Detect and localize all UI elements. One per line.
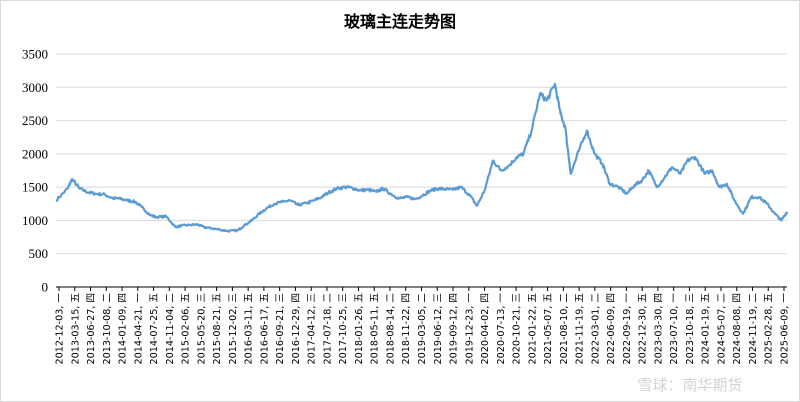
watermark-text: 雪球：南华期货 bbox=[637, 376, 742, 394]
y-tick-label: 1000 bbox=[22, 213, 48, 228]
y-axis-ticks: 0 500 1000 1500 2000 2500 3000 3500 bbox=[22, 47, 48, 295]
x-tick-label: 2019-06-12, 三 bbox=[433, 293, 444, 364]
x-tick-label: 2022-09-19, 一 bbox=[622, 293, 633, 365]
x-tick-label: 2015-05-20, 三 bbox=[196, 293, 207, 364]
x-tick-label: 2024-05-07, 二 bbox=[716, 293, 727, 365]
y-tick-label: 2500 bbox=[22, 113, 48, 128]
y-tick-label: 2000 bbox=[22, 146, 48, 161]
x-tick-label: 2021-05-07, 五 bbox=[543, 293, 554, 365]
x-tick-label: 2017-04-12, 三 bbox=[307, 293, 318, 364]
x-tick-label: 2024-08-08, 四 bbox=[732, 293, 743, 364]
series-layer bbox=[55, 82, 789, 233]
x-tick-label: 2016-12-29, 四 bbox=[291, 293, 302, 364]
x-tick-label: 2013-03-15, 五 bbox=[70, 293, 81, 365]
x-tick-label: 2018-08-14, 二 bbox=[385, 293, 396, 365]
x-tick-label: 2021-01-22, 五 bbox=[527, 293, 538, 365]
x-tick-label: 2023-10-18, 三 bbox=[685, 293, 696, 364]
x-tick-label: 2021-08-10, 二 bbox=[559, 293, 570, 365]
x-tick-label: 2023-03-30, 四 bbox=[653, 293, 664, 364]
x-tick-label: 2013-10-08, 二 bbox=[102, 293, 113, 365]
y-tick-label: 1500 bbox=[22, 180, 48, 195]
x-tick-label: 2016-03-11, 五 bbox=[244, 293, 255, 365]
x-tick-label: 2015-02-06, 五 bbox=[181, 293, 192, 365]
x-tick-label: 2025-02-28, 五 bbox=[764, 293, 775, 365]
x-tick-label: 2023-07-10, 一 bbox=[669, 293, 680, 365]
x-tick-label: 2025-06-09, 一 bbox=[780, 293, 791, 365]
x-tick-label: 2014-07-25, 五 bbox=[149, 293, 160, 365]
x-tick-label: 2014-01-09, 四 bbox=[118, 293, 129, 364]
x-tick-label: 2015-08-21, 五 bbox=[212, 293, 223, 365]
x-tick-label: 2018-11-22, 四 bbox=[401, 293, 412, 364]
y-tick-label: 500 bbox=[29, 246, 49, 261]
x-tick-label: 2013-06-27, 四 bbox=[86, 293, 97, 364]
x-tick-label: 2024-01-19, 五 bbox=[701, 293, 712, 365]
x-tick-label: 2022-03-01, 二 bbox=[590, 293, 601, 365]
x-tick-label: 2016-09-21, 三 bbox=[275, 293, 286, 364]
x-tick-label: 2022-12-30, 五 bbox=[638, 293, 649, 365]
x-tick-label: 2014-11-04, 二 bbox=[165, 293, 176, 365]
y-tick-label: 3500 bbox=[22, 47, 48, 62]
x-tick-label: 2015-12-02, 三 bbox=[228, 293, 239, 364]
x-tick-label: 2019-09-12, 四 bbox=[449, 293, 460, 364]
x-tick-label: 2017-10-25, 三 bbox=[338, 293, 349, 364]
x-tick-label: 2022-06-09, 四 bbox=[606, 293, 617, 364]
x-tick-label: 2019-12-23, 一 bbox=[464, 293, 475, 365]
x-tick-label: 2021-11-19, 五 bbox=[575, 293, 586, 365]
x-tick-label: 2014-04-21, 一 bbox=[133, 293, 144, 365]
x-tick-label: 2020-04-02, 四 bbox=[480, 293, 491, 364]
x-tick-label: 2017-07-18, 二 bbox=[322, 293, 333, 365]
x-tick-label: 2019-03-05, 二 bbox=[417, 293, 428, 365]
x-tick-label: 2012-12-03, 一 bbox=[55, 293, 66, 365]
series-line bbox=[55, 82, 789, 233]
x-tick-label: 2020-07-13, 一 bbox=[496, 293, 507, 365]
x-tick-label: 2016-06-17, 五 bbox=[259, 293, 270, 365]
chart-title: 玻璃主连走势图 bbox=[343, 12, 456, 31]
x-tick-label: 2018-05-11, 五 bbox=[370, 293, 381, 365]
x-axis-ticks: 2012-12-03, 一 2013-03-15, 五 2013-06-27, 四 2… bbox=[55, 287, 791, 364]
x-tick-label: 2024-11-19, 二 bbox=[748, 293, 759, 365]
y-tick-label: 3000 bbox=[22, 80, 48, 95]
y-tick-label: 0 bbox=[42, 280, 49, 295]
x-tick-label: 2020-10-21, 三 bbox=[512, 293, 523, 364]
x-tick-label: 2018-01-26, 五 bbox=[354, 293, 365, 365]
